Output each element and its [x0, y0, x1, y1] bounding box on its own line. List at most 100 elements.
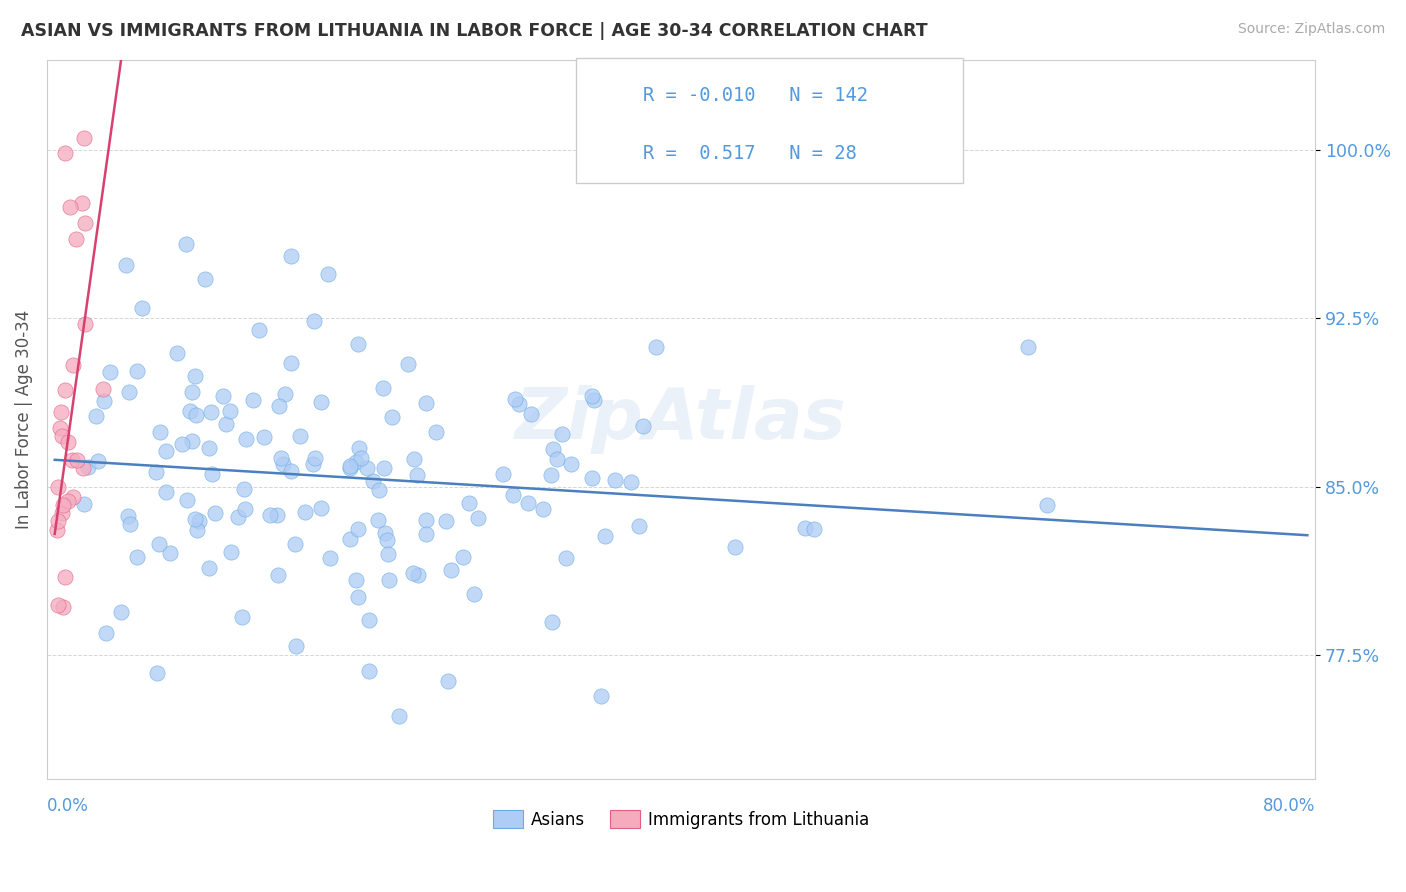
Point: [502, 488, 524, 502]
Point: [194, 272, 217, 286]
Point: [319, 550, 342, 565]
Point: [346, 336, 368, 351]
Point: [1017, 340, 1039, 354]
Point: [271, 457, 294, 471]
Point: [181, 434, 204, 448]
Point: [368, 483, 391, 497]
Point: [458, 495, 481, 509]
Text: Source: ZipAtlas.com: Source: ZipAtlas.com: [1237, 22, 1385, 37]
Point: [373, 381, 395, 395]
Point: [127, 364, 149, 378]
Point: [531, 502, 554, 516]
Point: [280, 464, 302, 478]
Point: [52, 600, 75, 615]
Point: [186, 524, 208, 538]
Point: [628, 519, 651, 533]
Point: [120, 516, 142, 531]
Point: [55, 146, 77, 161]
Point: [148, 537, 170, 551]
Point: [110, 606, 132, 620]
Point: [62, 358, 84, 372]
Point: [176, 492, 198, 507]
Point: [339, 459, 361, 474]
Point: [242, 392, 264, 407]
Point: [347, 441, 370, 455]
Point: [541, 615, 564, 629]
Point: [49, 421, 72, 435]
Point: [554, 551, 576, 566]
Point: [581, 389, 603, 403]
Point: [463, 587, 485, 601]
Point: [503, 392, 526, 406]
Point: [359, 613, 381, 627]
Point: [440, 563, 463, 577]
Point: [172, 437, 194, 451]
Point: [304, 451, 326, 466]
Point: [235, 432, 257, 446]
Point: [359, 664, 381, 678]
Point: [62, 490, 84, 504]
Point: [198, 441, 221, 455]
Point: [233, 502, 256, 516]
Point: [280, 356, 302, 370]
Point: [436, 673, 458, 688]
Point: [793, 521, 815, 535]
Point: [541, 442, 564, 456]
Point: [344, 455, 367, 469]
Point: [59, 200, 82, 214]
Point: [318, 268, 340, 282]
Point: [72, 131, 94, 145]
Point: [46, 480, 69, 494]
Point: [302, 458, 325, 472]
Point: [551, 426, 574, 441]
Point: [155, 444, 177, 458]
Point: [93, 394, 115, 409]
Point: [415, 395, 437, 409]
Point: [87, 454, 110, 468]
Point: [603, 473, 626, 487]
Point: [620, 475, 643, 490]
Point: [339, 533, 361, 547]
Point: [377, 547, 399, 561]
Point: [131, 301, 153, 315]
Text: R =  0.517   N = 28: R = 0.517 N = 28: [643, 144, 856, 163]
Point: [53, 383, 76, 397]
Text: R = -0.010   N = 142: R = -0.010 N = 142: [643, 86, 868, 105]
Point: [247, 323, 270, 337]
Point: [91, 382, 114, 396]
Point: [46, 598, 69, 612]
Point: [367, 513, 389, 527]
Point: [52, 499, 75, 513]
Point: [374, 526, 396, 541]
Point: [215, 417, 238, 431]
Point: [378, 573, 401, 587]
Point: [127, 549, 149, 564]
Point: [117, 509, 139, 524]
Point: [380, 410, 402, 425]
Point: [302, 314, 325, 328]
Point: [406, 467, 429, 482]
Point: [253, 430, 276, 444]
Point: [803, 523, 825, 537]
Point: [184, 409, 207, 423]
Point: [98, 365, 121, 379]
Point: [453, 549, 475, 564]
Point: [179, 404, 201, 418]
Text: 0.0%: 0.0%: [46, 797, 89, 815]
Point: [51, 506, 73, 520]
Point: [65, 232, 87, 246]
Point: [145, 466, 167, 480]
Point: [184, 368, 207, 383]
Point: [51, 428, 73, 442]
Point: [56, 435, 79, 450]
Y-axis label: In Labor Force | Age 30-34: In Labor Force | Age 30-34: [15, 310, 32, 529]
Point: [115, 258, 138, 272]
Point: [145, 665, 167, 680]
Point: [402, 452, 425, 467]
Point: [180, 385, 202, 400]
Point: [356, 461, 378, 475]
Point: [259, 508, 281, 522]
Point: [347, 522, 370, 536]
Point: [274, 386, 297, 401]
Point: [212, 388, 235, 402]
